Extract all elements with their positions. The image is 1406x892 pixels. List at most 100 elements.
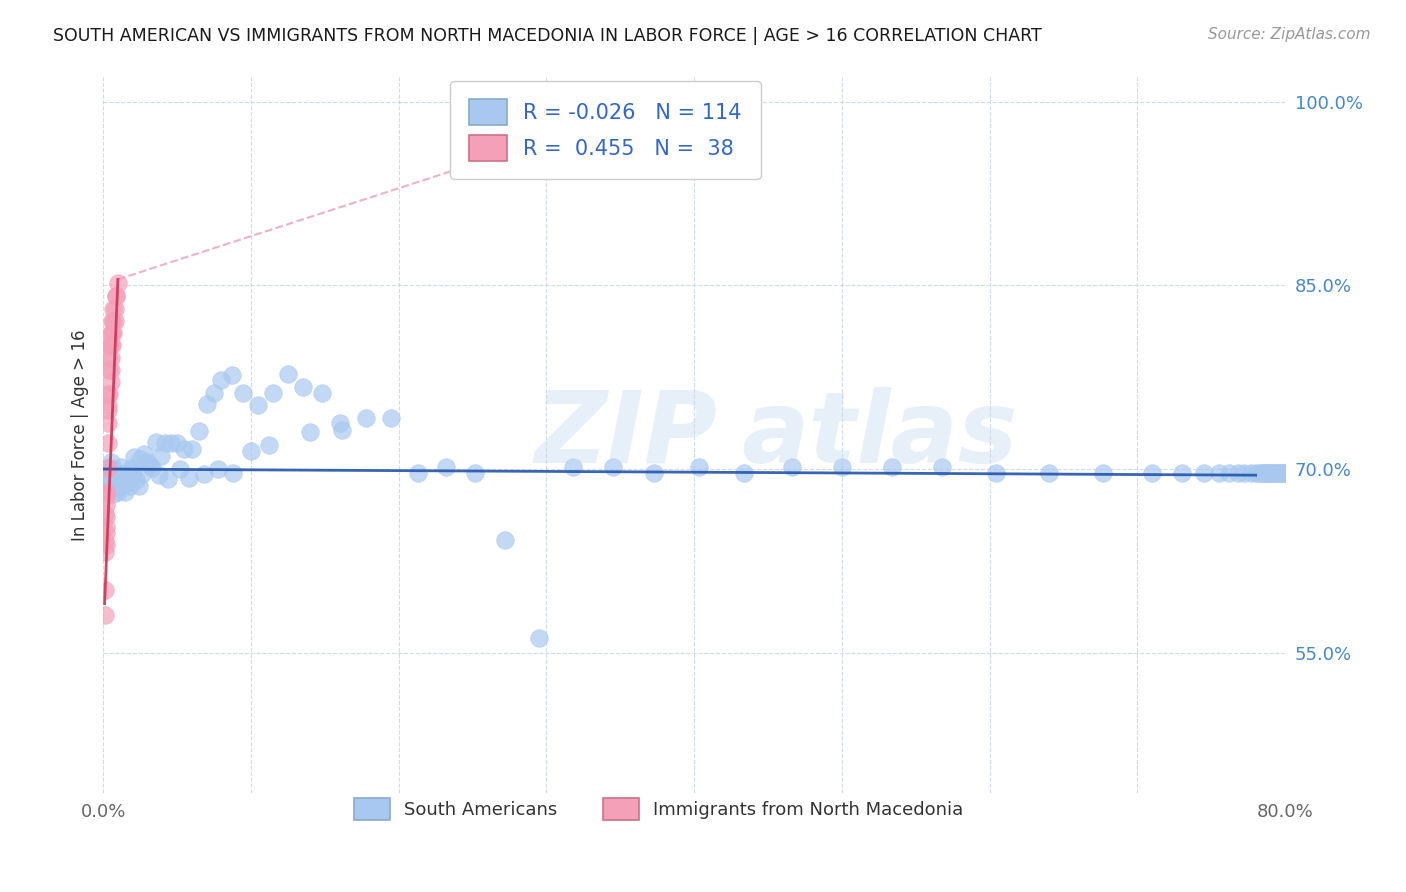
Point xyxy=(169,462,191,476)
Point xyxy=(128,479,150,493)
Point xyxy=(129,452,152,467)
Point xyxy=(1233,466,1256,480)
Point xyxy=(139,458,162,473)
Point xyxy=(1038,466,1060,480)
Point xyxy=(97,462,120,476)
Point xyxy=(115,466,138,480)
Point xyxy=(103,301,125,316)
Point xyxy=(173,442,195,457)
Point xyxy=(111,479,134,493)
Point xyxy=(311,386,333,401)
Point xyxy=(105,473,128,487)
Point xyxy=(562,459,585,474)
Point xyxy=(94,525,117,540)
Point xyxy=(120,460,142,475)
Point xyxy=(1244,466,1267,480)
Point xyxy=(103,486,125,500)
Point xyxy=(94,538,117,552)
Point xyxy=(1247,466,1270,480)
Point xyxy=(247,398,270,412)
Point xyxy=(277,367,299,381)
Point xyxy=(100,375,122,389)
Point xyxy=(1256,466,1278,480)
Point xyxy=(98,363,121,377)
Point xyxy=(882,459,904,474)
Point xyxy=(193,467,215,481)
Legend: South Americans, Immigrants from North Macedonia: South Americans, Immigrants from North M… xyxy=(339,783,979,834)
Point xyxy=(104,479,127,493)
Point xyxy=(177,470,200,484)
Point xyxy=(1218,466,1240,480)
Point xyxy=(118,479,141,493)
Point xyxy=(602,459,624,474)
Point xyxy=(98,387,121,401)
Point xyxy=(1170,466,1192,480)
Point xyxy=(354,410,377,425)
Point xyxy=(257,437,280,451)
Point xyxy=(103,467,125,481)
Point xyxy=(1270,466,1292,480)
Point xyxy=(145,435,167,450)
Point xyxy=(100,326,122,341)
Point xyxy=(328,416,350,430)
Point xyxy=(101,338,124,352)
Point xyxy=(105,466,128,480)
Point xyxy=(98,459,121,474)
Point xyxy=(98,338,121,352)
Point xyxy=(124,473,146,487)
Point xyxy=(141,460,163,475)
Point xyxy=(103,314,125,328)
Point xyxy=(94,519,117,533)
Point xyxy=(1267,466,1289,480)
Point xyxy=(239,443,262,458)
Point xyxy=(434,459,457,474)
Point xyxy=(1140,466,1163,480)
Point xyxy=(1208,466,1230,480)
Point xyxy=(108,478,131,492)
Point xyxy=(105,289,128,303)
Point xyxy=(984,466,1007,480)
Point xyxy=(136,455,159,469)
Point xyxy=(94,485,117,500)
Point xyxy=(195,397,218,411)
Point xyxy=(1240,466,1263,480)
Point xyxy=(148,468,170,483)
Point xyxy=(112,472,135,486)
Point xyxy=(931,459,953,474)
Point xyxy=(100,363,122,377)
Point xyxy=(134,447,156,461)
Point xyxy=(93,545,115,559)
Point xyxy=(831,459,853,474)
Text: SOUTH AMERICAN VS IMMIGRANTS FROM NORTH MACEDONIA IN LABOR FORCE | AGE > 16 CORR: SOUTH AMERICAN VS IMMIGRANTS FROM NORTH … xyxy=(53,27,1042,45)
Point xyxy=(406,466,429,480)
Point xyxy=(262,386,284,401)
Point xyxy=(97,436,120,450)
Point xyxy=(221,368,243,382)
Point xyxy=(97,416,120,430)
Point xyxy=(107,485,129,500)
Point xyxy=(1268,466,1291,480)
Point xyxy=(332,423,354,437)
Point xyxy=(97,403,120,417)
Point xyxy=(1261,466,1284,480)
Point xyxy=(100,480,122,494)
Point xyxy=(101,476,124,491)
Point xyxy=(98,351,121,365)
Point xyxy=(97,460,120,475)
Point xyxy=(104,301,127,316)
Point xyxy=(105,289,128,303)
Point xyxy=(464,466,486,480)
Point xyxy=(1250,466,1272,480)
Text: atlas: atlas xyxy=(741,387,1018,483)
Point xyxy=(101,314,124,328)
Point xyxy=(107,276,129,290)
Point xyxy=(97,398,120,412)
Point xyxy=(1254,466,1277,480)
Point xyxy=(160,436,183,450)
Point xyxy=(94,509,117,524)
Point xyxy=(114,485,136,500)
Point xyxy=(101,462,124,476)
Point xyxy=(1251,466,1274,480)
Text: ZIP: ZIP xyxy=(534,387,718,483)
Point xyxy=(1265,466,1288,480)
